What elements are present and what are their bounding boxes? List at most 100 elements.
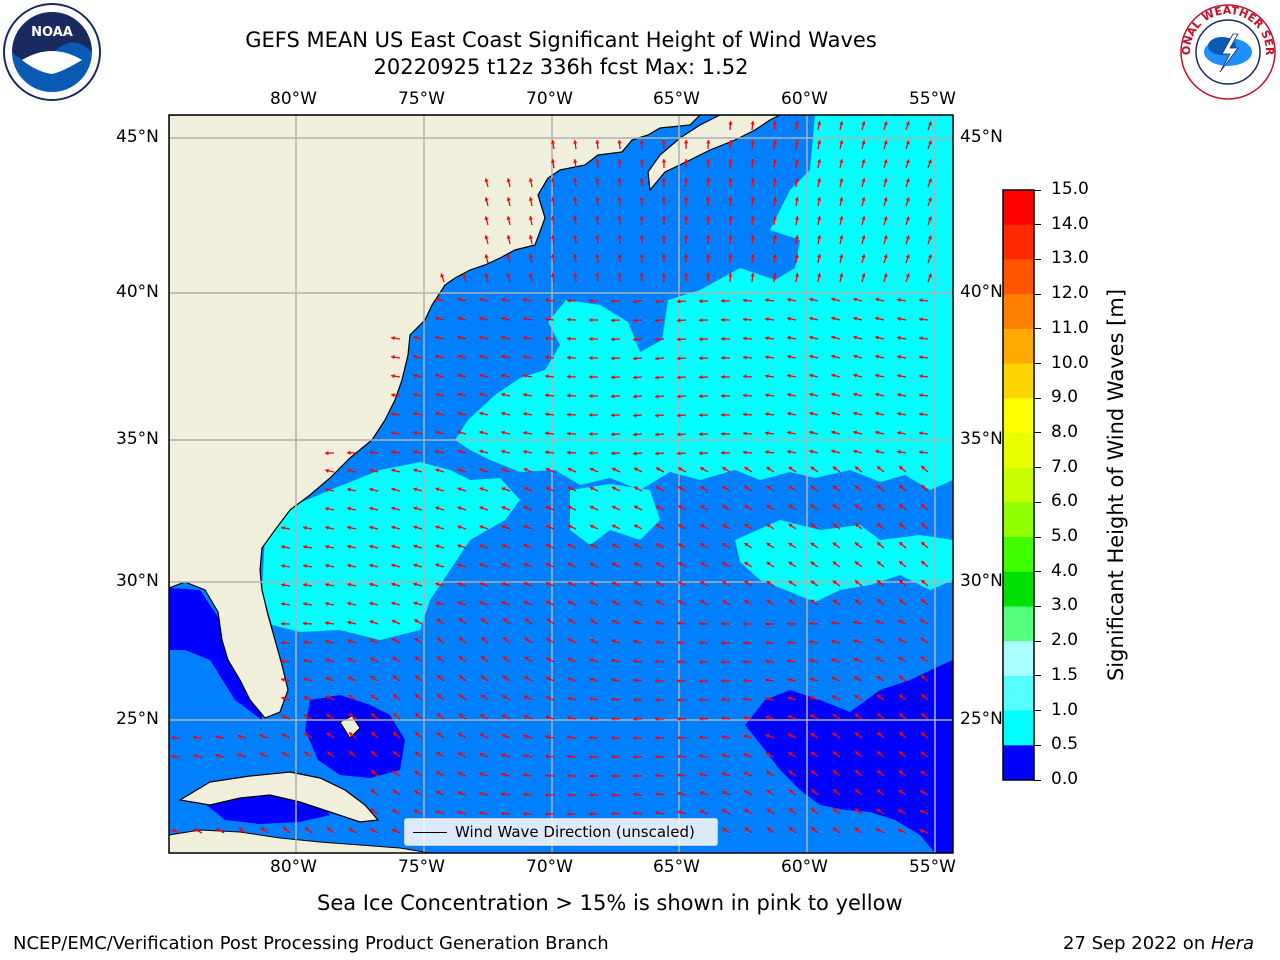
wave-direction-arrowhead [875,297,880,302]
wave-direction-arrowhead [457,411,462,416]
wave-direction-arrowhead [260,827,265,832]
wave-direction-arrowhead [853,392,858,397]
wave-direction-arrowhead [700,524,705,529]
wave-direction-arrowhead [677,697,681,703]
wave-direction-arrowhead [699,413,703,418]
wave-direction-arrowhead [921,675,925,680]
wave-direction-arrowhead [765,678,769,683]
wave-direction-arrowhead [567,677,572,682]
wave-direction-arrowhead [728,216,733,220]
wave-direction-arrowhead [633,659,637,664]
wave-direction-arrowhead [502,695,507,699]
wave-direction-arrowhead [633,543,638,548]
wave-direction-arrowhead [391,601,396,606]
wave-direction-arrowhead [875,430,880,435]
wave-direction-arrowhead [765,393,769,398]
wave-direction-arrowhead [677,735,681,740]
wave-direction-arrowhead [661,159,667,163]
wave-direction-arrowhead [523,449,527,455]
wave-direction-arrowhead [854,485,859,490]
lon-tick-top: 65°W [653,89,700,109]
colorbar-segment [1003,224,1034,260]
wave-direction-arrowhead [721,431,725,437]
wave-direction-arrowhead [413,430,417,435]
wave-direction-arrowhead [436,713,441,718]
wave-direction-arrowhead [854,732,859,737]
wave-direction-arrowhead [435,297,440,302]
wave-direction-arrowhead [506,197,511,202]
wave-direction-arrowhead [766,505,771,509]
lat-tick-left: 25°N [116,709,159,729]
wave-direction-arrowhead [546,618,551,623]
wave-direction-arrowhead [282,752,287,757]
wave-direction-arrowhead [919,336,923,341]
wave-direction-arrowhead [325,525,329,530]
wave-direction-arrowhead [589,600,594,605]
wave-direction-arrowhead [193,735,197,740]
wave-direction-arrowhead [743,412,747,417]
wave-direction-arrowhead [656,562,661,567]
wave-direction-arrowhead [678,581,683,586]
wave-direction-arrowhead [633,299,637,304]
wave-direction-arrowhead [611,486,616,491]
wave-direction-arrowhead [524,676,529,681]
wave-direction-arrowhead [743,336,747,341]
wave-direction-arrowhead [750,216,755,220]
wave-direction-arrowhead [484,254,489,259]
wave-direction-arrowhead [595,178,600,182]
wave-direction-arrowhead [899,485,904,489]
wave-direction-arrowhead [831,354,836,359]
wave-direction-arrowhead [484,178,489,183]
wave-direction-arrowhead [897,373,901,379]
wave-direction-arrowhead [413,601,418,606]
wave-direction-arrowhead [611,337,615,342]
wave-direction-arrowhead [546,638,551,642]
wave-direction-arrowhead [458,713,463,718]
wave-direction-arrowhead [413,373,417,378]
wave-direction-arrowhead [766,562,771,566]
wave-direction-arrowhead [772,235,777,239]
wave-direction-arrowhead [501,544,506,549]
wave-direction-arrowhead [523,411,527,417]
wave-direction-arrowhead [721,621,725,627]
wave-direction-arrowhead [457,335,462,340]
wave-direction-arrowhead [545,450,549,455]
wave-direction-arrowhead [550,216,556,220]
wave-direction-arrowhead [810,770,815,775]
wave-direction-arrowhead [861,273,866,278]
wave-direction-arrowhead [875,316,880,321]
wave-direction-arrowhead [817,121,822,125]
wave-direction-arrowhead [481,637,486,642]
wave-direction-arrowhead [706,216,711,220]
wave-direction-arrowhead [501,335,506,340]
wave-direction-arrowhead [391,544,396,549]
wave-direction-arrowhead [809,392,814,397]
wave-direction-arrowhead [810,733,815,737]
wave-direction-arrowhead [744,827,749,832]
wave-direction-arrowhead [861,159,866,164]
wave-direction-arrowhead [766,467,771,471]
wave-direction-arrowhead [546,657,551,662]
wave-direction-arrowhead [567,696,572,701]
wave-direction-arrowhead [772,216,777,220]
wave-direction-arrowhead [743,734,748,739]
wave-direction-arrowhead [550,235,556,239]
map-legend: Wind Wave Direction (unscaled) [404,818,718,846]
wave-direction-arrowhead [528,197,533,201]
wave-direction-arrowhead [238,827,243,832]
colorbar-tick-mark [1034,779,1041,781]
wave-direction-arrowhead [413,335,417,340]
wave-band-low-gulf [169,588,262,720]
wave-direction-arrowhead [677,337,681,342]
wave-direction-arrowhead [633,600,638,605]
wave-direction-arrowhead [370,657,375,662]
wave-direction-arrowhead [435,506,440,511]
wave-direction-arrowhead [305,827,310,832]
wave-direction-arrowhead [831,335,836,340]
wave-direction-arrowhead [484,235,489,240]
wave-direction-arrowhead [435,354,440,359]
land-caribbean-south [169,829,431,853]
wave-direction-arrowhead [875,354,880,359]
wave-direction-arrowhead [883,273,888,278]
wave-direction-arrowhead [656,467,661,472]
